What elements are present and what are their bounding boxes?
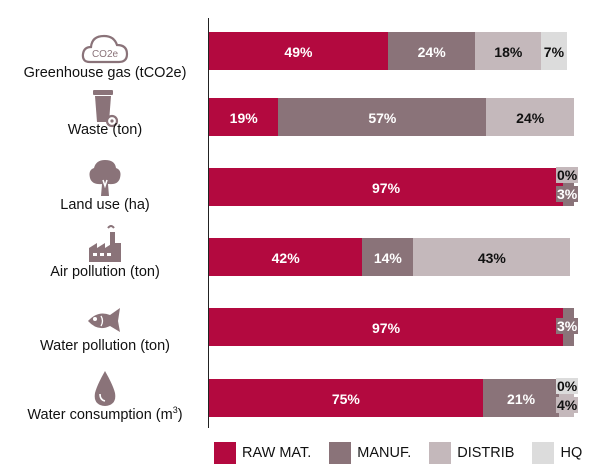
legend: RAW MAT. MANUF. DISTRIB HQ	[214, 441, 600, 465]
data-label: 0%	[556, 167, 579, 183]
category-axis-line	[208, 18, 209, 428]
bar-segment-raw-mat	[209, 98, 279, 136]
cloud-co2e-icon: CO2e	[80, 26, 130, 72]
data-label: 43%	[477, 250, 506, 266]
category-label: Water pollution (ton)	[39, 338, 171, 354]
category-label: Land use (ha)	[60, 197, 150, 213]
legend-swatch	[329, 442, 352, 464]
data-label: 42%	[271, 250, 300, 266]
bar-segment-distrib	[486, 98, 574, 136]
data-label: 21%	[507, 391, 536, 407]
legend-label: DISTRIB	[457, 445, 515, 461]
data-label: 19%	[229, 110, 258, 126]
bar-segment-manuf	[362, 238, 414, 276]
bar-segment-raw-mat	[209, 379, 483, 417]
bar-segment-manuf	[387, 32, 476, 70]
legend-swatch	[214, 442, 236, 464]
legend-swatch	[429, 442, 452, 464]
bar-segment-distrib	[413, 238, 571, 276]
bar-segment-distrib	[475, 32, 542, 70]
trash-bin-icon	[80, 84, 130, 130]
bar-segment-manuf	[278, 98, 487, 136]
category-label: Air pollution (ton)	[50, 264, 160, 280]
data-label: 24%	[516, 110, 545, 126]
legend-item: DISTRIB	[429, 442, 514, 464]
water-drop-icon	[80, 368, 130, 414]
data-label: 97%	[372, 320, 401, 336]
bar-segment-raw-mat	[209, 32, 388, 70]
data-label: 75%	[331, 391, 360, 407]
legend-label: MANUF.	[357, 445, 412, 461]
bar-segment-raw-mat	[209, 168, 564, 206]
tree-icon	[80, 156, 130, 202]
data-label: 57%	[368, 110, 397, 126]
svg-text:CO2e: CO2e	[92, 49, 119, 60]
legend-swatch	[532, 442, 555, 464]
data-label: 7%	[543, 44, 565, 60]
factory-icon	[80, 222, 130, 268]
legend-label: HQ	[560, 445, 583, 461]
data-label: 3%	[556, 186, 579, 202]
category-label: Waste (ton)	[67, 122, 143, 138]
category-label: Water consumption (m3)	[27, 405, 183, 423]
bar-segment-raw-mat	[209, 238, 363, 276]
bar-segment-hq	[541, 32, 567, 70]
data-label: 14%	[373, 250, 402, 266]
legend-item: HQ	[532, 442, 582, 464]
bar-segment-manuf	[482, 379, 560, 417]
data-label: 4%	[556, 397, 579, 413]
data-label: 18%	[494, 44, 523, 60]
data-label: 97%	[372, 180, 401, 196]
legend-item: RAW MAT.	[214, 442, 311, 464]
data-label: 0%	[556, 378, 579, 394]
data-label: 49%	[284, 44, 313, 60]
category-label: Greenhouse gas (tCO2e)	[23, 65, 187, 81]
legend-item: MANUF.	[329, 442, 411, 464]
data-label: 24%	[417, 44, 446, 60]
fish-icon	[80, 298, 130, 344]
bar-segment-raw-mat	[209, 308, 564, 346]
legend-label: RAW MAT.	[242, 445, 312, 461]
data-label: 3%	[556, 318, 579, 334]
